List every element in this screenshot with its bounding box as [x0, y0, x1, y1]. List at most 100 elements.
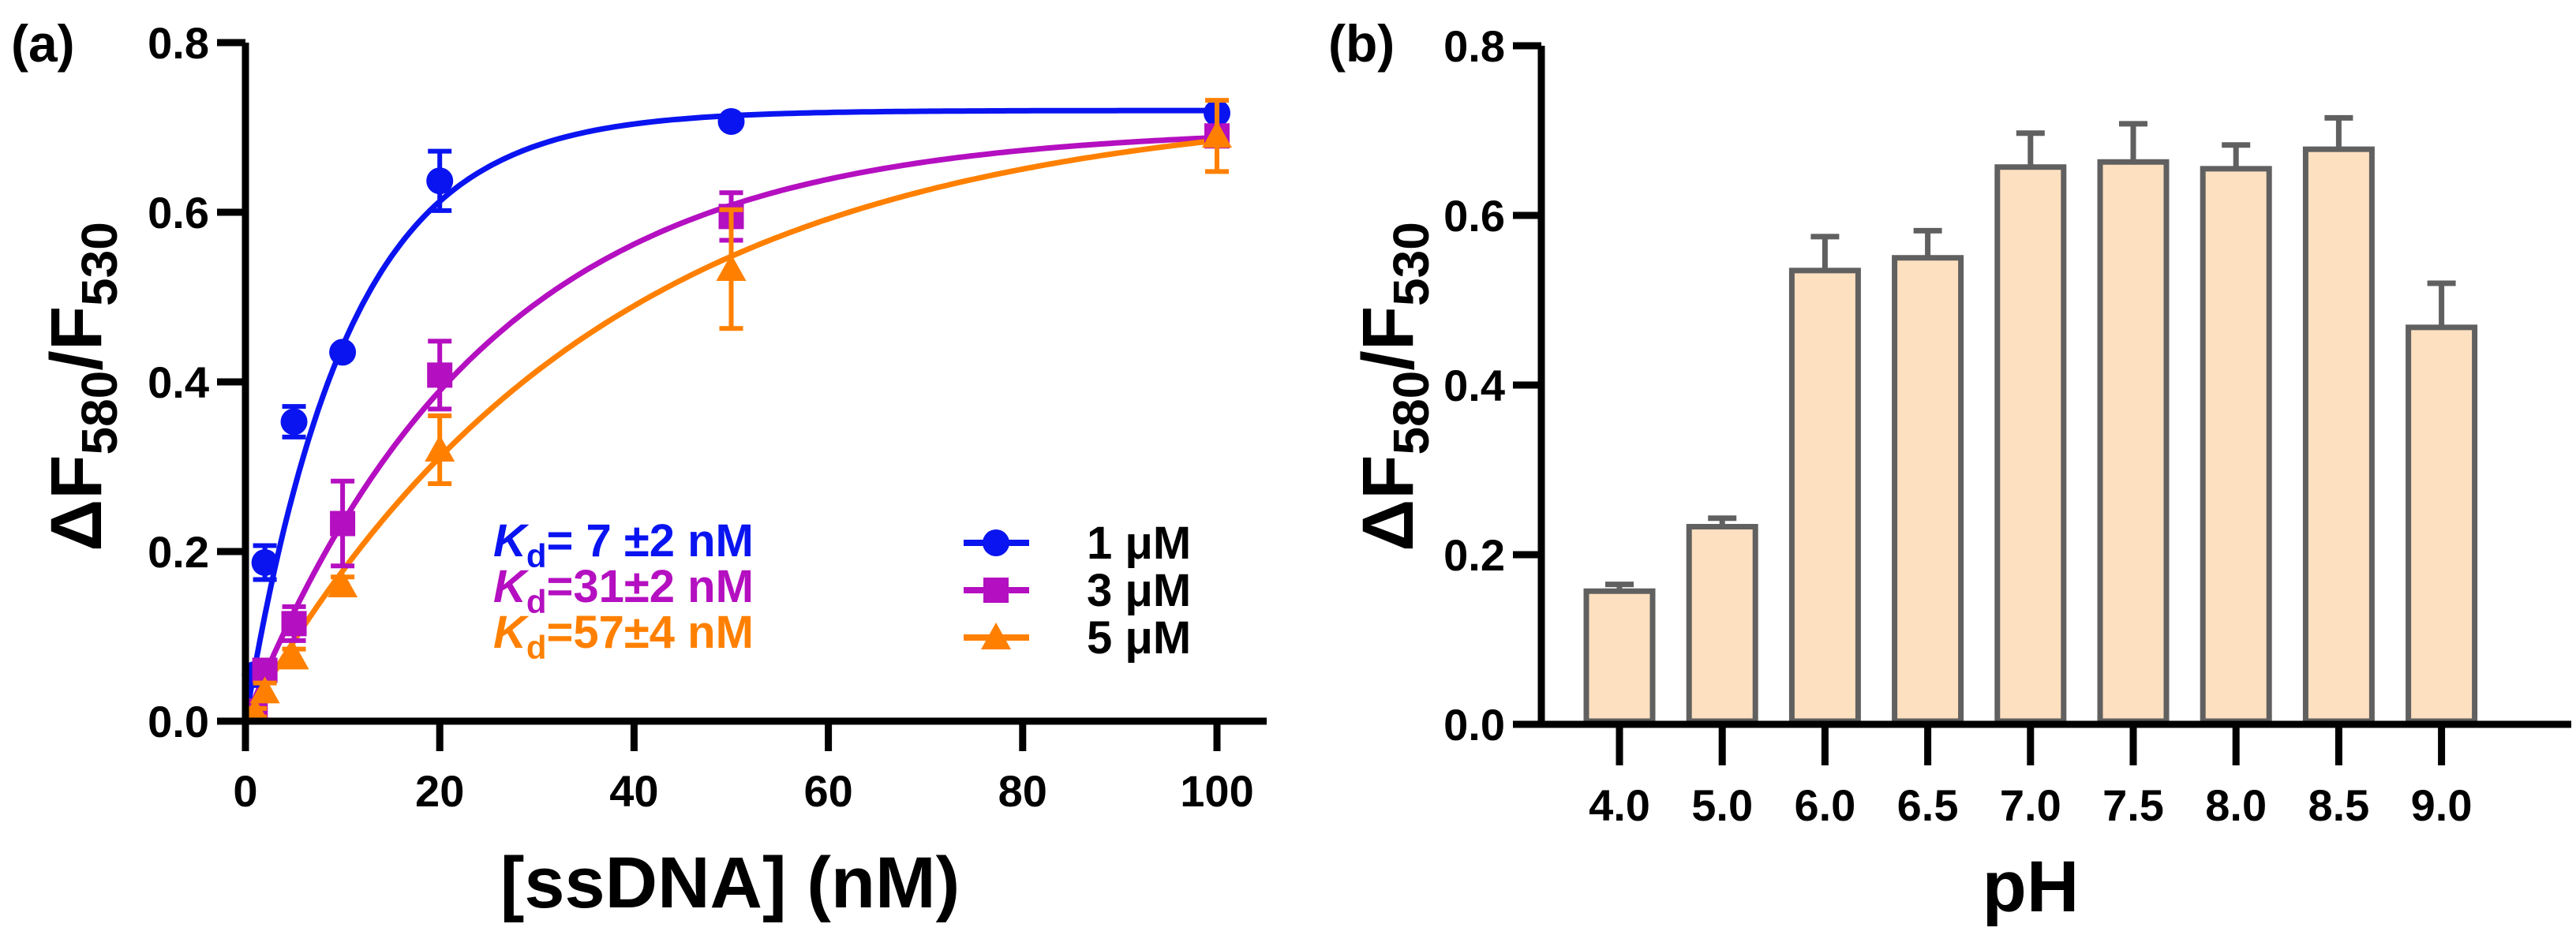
- panel-b-y-ticks: 0.0 0.2 0.4 0.6 0.8: [1443, 21, 1505, 750]
- ylabel-part: /F: [1348, 306, 1428, 371]
- data-point: [1202, 121, 1232, 148]
- x-tick-label: 4.0: [1589, 780, 1650, 830]
- data-point: [280, 408, 308, 436]
- legend-marker: [981, 623, 1011, 649]
- y-tick-label: 0.4: [1443, 361, 1505, 410]
- data-point: [328, 570, 358, 597]
- data-point: [329, 338, 357, 366]
- ylabel-part: ΔF: [1348, 455, 1428, 552]
- y-tick-label: 0.8: [1443, 21, 1505, 71]
- legend-marker: [983, 578, 1009, 603]
- x-tick-label: 6.5: [1897, 780, 1959, 830]
- bar: [2406, 324, 2478, 724]
- kd-symbol: K: [493, 607, 530, 658]
- y-tick-label: 0.0: [1443, 700, 1505, 750]
- bar: [1583, 588, 1656, 724]
- bar: [2200, 166, 2272, 724]
- data-point: [279, 642, 309, 670]
- panel-a-x-axis-label: [ssDNA] (nM): [500, 843, 960, 923]
- y-tick-label: 0.0: [148, 697, 209, 746]
- panel-a-axes: [217, 39, 1267, 751]
- y-tick-label: 0.8: [148, 18, 209, 68]
- error-bar: [2222, 142, 2251, 169]
- x-tick-label: 9.0: [2411, 780, 2473, 830]
- error-bar: [2016, 130, 2045, 167]
- panel-b-axes: [1513, 42, 2571, 765]
- bar-group: [2302, 114, 2375, 724]
- kd-annotation-1: Kd= 7 ±2 nM: [493, 515, 754, 574]
- panel-a: (a) 0.0 0.2 0.4 0.6 0.8 0 20 40 60 80 100 ΔF580/F…: [11, 14, 1267, 923]
- x-tick-label: 60: [803, 766, 852, 816]
- legend-label: 1 μM: [1087, 518, 1191, 569]
- x-tick-label: 8.0: [2205, 780, 2267, 830]
- bars: [1583, 114, 2478, 724]
- y-tick-label: 0.2: [148, 527, 209, 577]
- kd-value: =31±2 nM: [547, 561, 754, 612]
- ylabel-part: /F: [36, 306, 117, 371]
- legend-label: 3 μM: [1087, 565, 1191, 616]
- error-bar: [1913, 227, 1942, 258]
- legend-label: 5 μM: [1087, 612, 1191, 664]
- kd-value: =57±4 nM: [547, 607, 754, 658]
- panel-a-y-ticks: 0.0 0.2 0.4 0.6 0.8: [148, 18, 209, 746]
- kd-subscript: d: [526, 629, 547, 666]
- x-tick-label: 20: [415, 766, 464, 816]
- y-tick-label: 0.4: [148, 357, 209, 407]
- bar-group: [2200, 142, 2272, 724]
- x-tick-label: 0: [233, 766, 257, 816]
- bar-group: [2406, 280, 2478, 724]
- data-point: [717, 107, 745, 135]
- kd-subscript: d: [526, 583, 547, 620]
- x-tick-label: 40: [609, 766, 658, 816]
- bar-group: [1994, 130, 2067, 724]
- kd-annotation-2: Kd=31±2 nM: [493, 561, 754, 620]
- error-bar: [2324, 114, 2353, 150]
- kd-symbol: K: [493, 561, 530, 612]
- panel-a-y-axis-label: ΔF580/F530: [36, 222, 128, 552]
- error-bar: [2119, 121, 2147, 163]
- x-tick-label: 5.0: [1691, 780, 1753, 830]
- kd-subscript: d: [526, 537, 547, 574]
- bar-group: [1686, 515, 1758, 724]
- data-point: [281, 611, 307, 637]
- data-point: [251, 548, 279, 576]
- legend-item-2: 3 μM: [964, 565, 1191, 616]
- bar: [1788, 267, 1861, 724]
- kd-value: = 7 ±2 nM: [547, 515, 754, 567]
- data-points: [240, 98, 1232, 725]
- panel-b-y-axis-label: ΔF580/F530: [1348, 222, 1440, 552]
- x-tick-label: 7.5: [2102, 780, 2164, 830]
- ylabel-subscript: 530: [1383, 222, 1440, 306]
- y-tick-label: 0.6: [148, 188, 209, 237]
- ylabel-subscript: 580: [71, 371, 128, 455]
- bar: [1994, 164, 2067, 724]
- x-tick-label: 100: [1180, 766, 1253, 816]
- kd-symbol: K: [493, 515, 530, 567]
- bar-group: [1583, 582, 1656, 724]
- x-tick-label: 8.5: [2308, 780, 2369, 830]
- bar: [2302, 146, 2375, 724]
- bar: [1892, 255, 1964, 724]
- x-tick-label: 7.0: [2000, 780, 2061, 830]
- y-tick-label: 0.2: [1443, 530, 1505, 580]
- data-point: [716, 254, 747, 282]
- ylabel-subscript: 580: [1383, 371, 1440, 455]
- panel-b-x-axis-label: pH: [1983, 847, 2080, 927]
- bar-group: [1788, 234, 1861, 724]
- data-point: [330, 511, 356, 537]
- panel-b-x-ticks: 4.0 5.0 6.0 6.5 7.0 7.5 8.0 8.5 9.0: [1589, 780, 2472, 830]
- ylabel-part: ΔF: [36, 455, 117, 552]
- data-point: [425, 435, 455, 462]
- data-point: [249, 676, 280, 704]
- legend: 1 μM3 μM5 μM: [964, 518, 1191, 664]
- bar-group: [2097, 121, 2170, 724]
- legend-item-1: 1 μM: [964, 518, 1191, 569]
- error-bar: [2427, 280, 2456, 327]
- panel-b-label: (b): [1328, 14, 1395, 73]
- legend-marker: [983, 529, 1009, 556]
- panel-a-x-ticks: 0 20 40 60 80 100: [233, 766, 1253, 816]
- bar: [2097, 159, 2170, 724]
- data-point: [426, 167, 454, 195]
